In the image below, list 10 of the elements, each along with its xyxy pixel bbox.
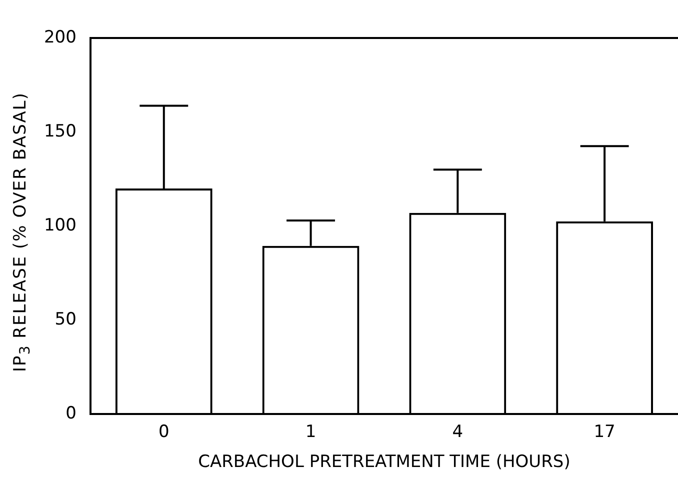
- y-tick-label: 200: [44, 27, 76, 48]
- y-tick-label: 50: [54, 310, 76, 330]
- y-tick-label: 150: [44, 121, 76, 142]
- x-tick-label: 0: [158, 422, 170, 442]
- x-tick-label: 1: [305, 422, 316, 442]
- x-tick-label: 17: [594, 422, 616, 442]
- y-tick-label: 0: [66, 404, 76, 424]
- x-axis-title: CARBACHOL PRETREATMENT TIME (HOURS): [198, 452, 570, 472]
- x-tick-label: 4: [452, 422, 464, 442]
- y-tick-label: 100: [44, 216, 76, 236]
